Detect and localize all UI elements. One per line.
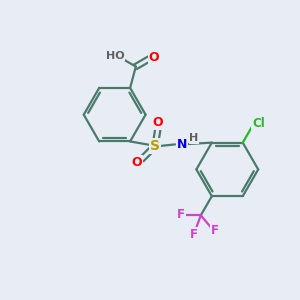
- Text: HO: HO: [106, 50, 124, 61]
- Text: F: F: [211, 224, 219, 237]
- Text: F: F: [177, 208, 185, 221]
- Text: S: S: [150, 139, 160, 153]
- Text: F: F: [190, 228, 198, 241]
- Text: N: N: [176, 138, 187, 151]
- Text: Cl: Cl: [252, 117, 265, 130]
- Text: O: O: [131, 156, 142, 169]
- Text: O: O: [149, 51, 159, 64]
- Text: H: H: [189, 133, 199, 143]
- Text: O: O: [153, 116, 164, 129]
